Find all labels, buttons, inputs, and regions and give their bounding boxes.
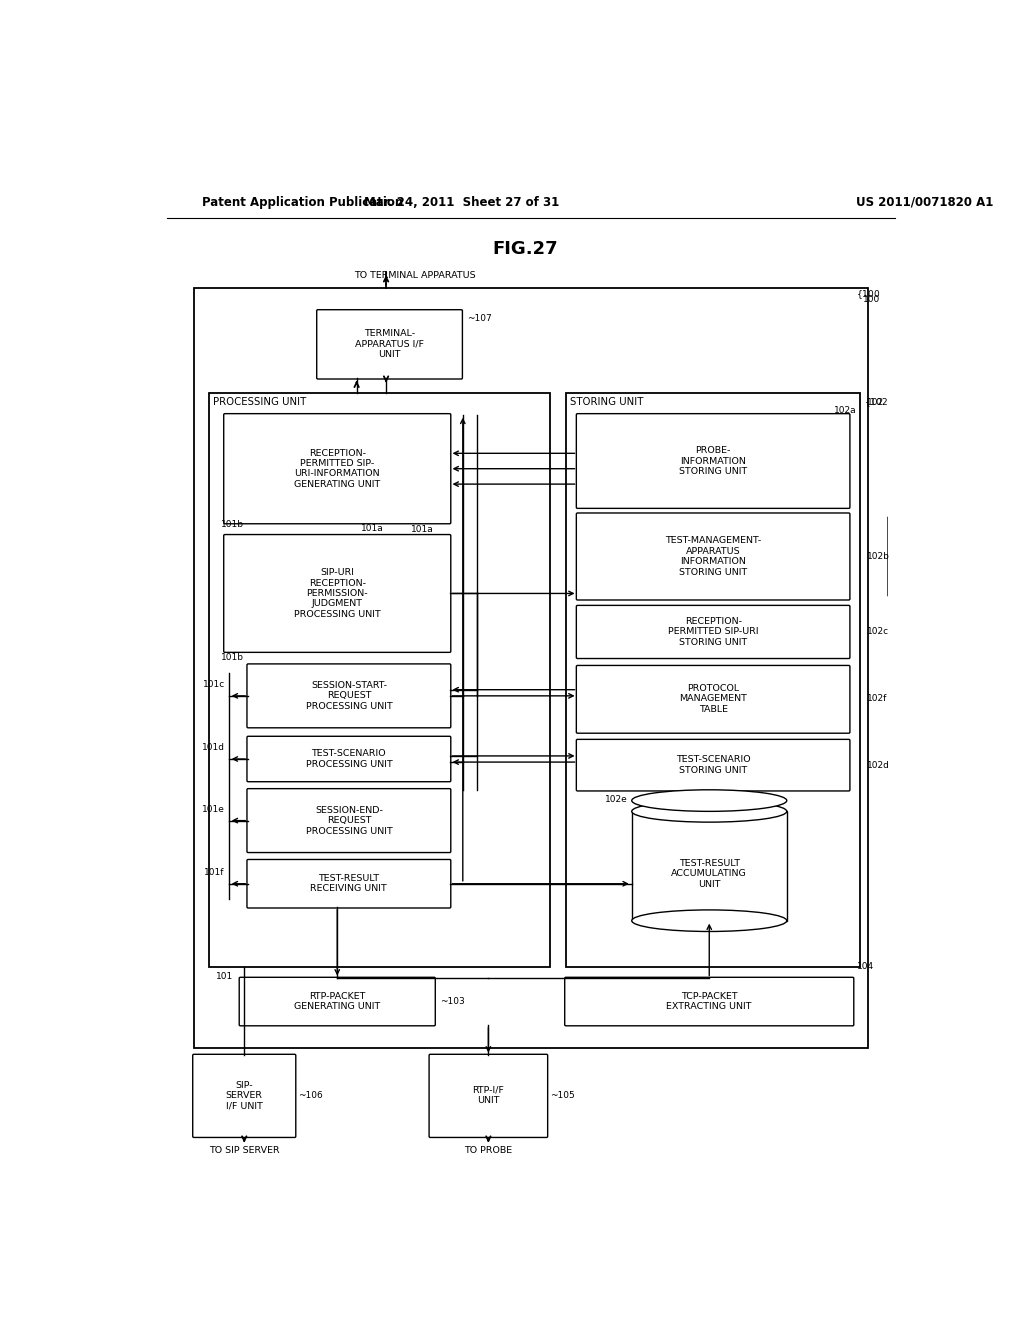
Text: $\{$100: $\{$100 xyxy=(856,288,881,301)
Ellipse shape xyxy=(632,800,786,822)
Text: ~103: ~103 xyxy=(440,997,465,1006)
Bar xyxy=(194,288,868,1048)
Text: 101c: 101c xyxy=(203,680,225,689)
Text: 104: 104 xyxy=(856,962,873,972)
Text: TO TERMINAL APPARATUS: TO TERMINAL APPARATUS xyxy=(354,271,475,280)
Text: US 2011/0071820 A1: US 2011/0071820 A1 xyxy=(856,195,994,209)
Text: FIG.27: FIG.27 xyxy=(492,240,558,259)
Text: 101f: 101f xyxy=(205,867,225,876)
FancyBboxPatch shape xyxy=(223,413,451,524)
Text: TEST-RESULT
ACCUMULATING
UNIT: TEST-RESULT ACCUMULATING UNIT xyxy=(672,859,748,888)
Text: RTP-PACKET
GENERATING UNIT: RTP-PACKET GENERATING UNIT xyxy=(294,991,380,1011)
Bar xyxy=(209,393,550,966)
Text: TCP-PACKET
EXTRACTING UNIT: TCP-PACKET EXTRACTING UNIT xyxy=(667,991,752,1011)
Text: 102: 102 xyxy=(866,399,884,407)
Bar xyxy=(566,393,860,966)
FancyBboxPatch shape xyxy=(223,535,451,652)
Text: RECEPTION-
PERMITTED SIP-
URI-INFORMATION
GENERATING UNIT: RECEPTION- PERMITTED SIP- URI-INFORMATIO… xyxy=(294,449,380,488)
Text: 102f: 102f xyxy=(866,694,887,704)
Text: Mar. 24, 2011  Sheet 27 of 31: Mar. 24, 2011 Sheet 27 of 31 xyxy=(364,195,559,209)
FancyBboxPatch shape xyxy=(247,788,451,853)
Text: TEST-SCENARIO
STORING UNIT: TEST-SCENARIO STORING UNIT xyxy=(676,755,751,775)
Bar xyxy=(632,812,786,921)
Text: 101d: 101d xyxy=(202,743,225,752)
FancyBboxPatch shape xyxy=(316,310,463,379)
FancyBboxPatch shape xyxy=(564,977,854,1026)
Text: 102d: 102d xyxy=(866,760,890,770)
Ellipse shape xyxy=(632,909,786,932)
FancyBboxPatch shape xyxy=(577,513,850,601)
Text: TEST-MANAGEMENT-
APPARATUS
INFORMATION
STORING UNIT: TEST-MANAGEMENT- APPARATUS INFORMATION S… xyxy=(665,536,761,577)
Text: SIP-
SERVER
I/F UNIT: SIP- SERVER I/F UNIT xyxy=(225,1081,263,1110)
FancyBboxPatch shape xyxy=(247,859,451,908)
FancyBboxPatch shape xyxy=(247,737,451,781)
Text: SESSION-START-
REQUEST
PROCESSING UNIT: SESSION-START- REQUEST PROCESSING UNIT xyxy=(305,681,392,710)
FancyBboxPatch shape xyxy=(577,665,850,733)
Text: PROTOCOL
MANAGEMENT
TABLE: PROTOCOL MANAGEMENT TABLE xyxy=(679,684,748,714)
FancyBboxPatch shape xyxy=(193,1055,296,1138)
FancyBboxPatch shape xyxy=(240,977,435,1026)
Text: TO PROBE: TO PROBE xyxy=(464,1146,512,1155)
Text: RECEPTION-
PERMITTED SIP-URI
STORING UNIT: RECEPTION- PERMITTED SIP-URI STORING UNI… xyxy=(668,616,759,647)
FancyBboxPatch shape xyxy=(577,739,850,791)
Text: 101a: 101a xyxy=(360,524,383,533)
Text: ~105: ~105 xyxy=(550,1092,575,1100)
Text: 102a: 102a xyxy=(834,405,856,414)
FancyBboxPatch shape xyxy=(577,413,850,508)
Text: 100: 100 xyxy=(862,294,880,304)
Text: 102e: 102e xyxy=(605,796,628,804)
Text: ~107: ~107 xyxy=(467,314,493,323)
Text: TERMINAL-
APPARATUS I/F
UNIT: TERMINAL- APPARATUS I/F UNIT xyxy=(354,329,424,359)
FancyBboxPatch shape xyxy=(577,606,850,659)
Text: 101b: 101b xyxy=(221,653,244,661)
Text: 102c: 102c xyxy=(866,627,889,636)
Text: TO SIP SERVER: TO SIP SERVER xyxy=(209,1146,280,1155)
Text: PROBE-
INFORMATION
STORING UNIT: PROBE- INFORMATION STORING UNIT xyxy=(679,446,748,477)
Text: 101e: 101e xyxy=(202,805,225,813)
Text: $\{$102: $\{$102 xyxy=(864,396,888,409)
Text: SIP-URI
RECEPTION-
PERMISSION-
JUDGMENT
PROCESSING UNIT: SIP-URI RECEPTION- PERMISSION- JUDGMENT … xyxy=(294,568,381,619)
Text: 102b: 102b xyxy=(866,552,890,561)
Text: 101b: 101b xyxy=(221,520,244,528)
Text: 101a: 101a xyxy=(412,525,434,535)
Text: TEST-SCENARIO
PROCESSING UNIT: TEST-SCENARIO PROCESSING UNIT xyxy=(305,750,392,768)
Text: PROCESSING UNIT: PROCESSING UNIT xyxy=(213,397,306,408)
Text: Patent Application Publication: Patent Application Publication xyxy=(202,195,402,209)
Text: TEST-RESULT
RECEIVING UNIT: TEST-RESULT RECEIVING UNIT xyxy=(310,874,387,894)
Ellipse shape xyxy=(632,789,786,812)
Text: ~106: ~106 xyxy=(299,1092,324,1100)
Text: 101: 101 xyxy=(216,972,232,981)
FancyBboxPatch shape xyxy=(247,664,451,727)
Text: SESSION-END-
REQUEST
PROCESSING UNIT: SESSION-END- REQUEST PROCESSING UNIT xyxy=(305,805,392,836)
Text: RTP-I/F
UNIT: RTP-I/F UNIT xyxy=(472,1086,504,1105)
Text: STORING UNIT: STORING UNIT xyxy=(569,397,643,408)
FancyBboxPatch shape xyxy=(429,1055,548,1138)
